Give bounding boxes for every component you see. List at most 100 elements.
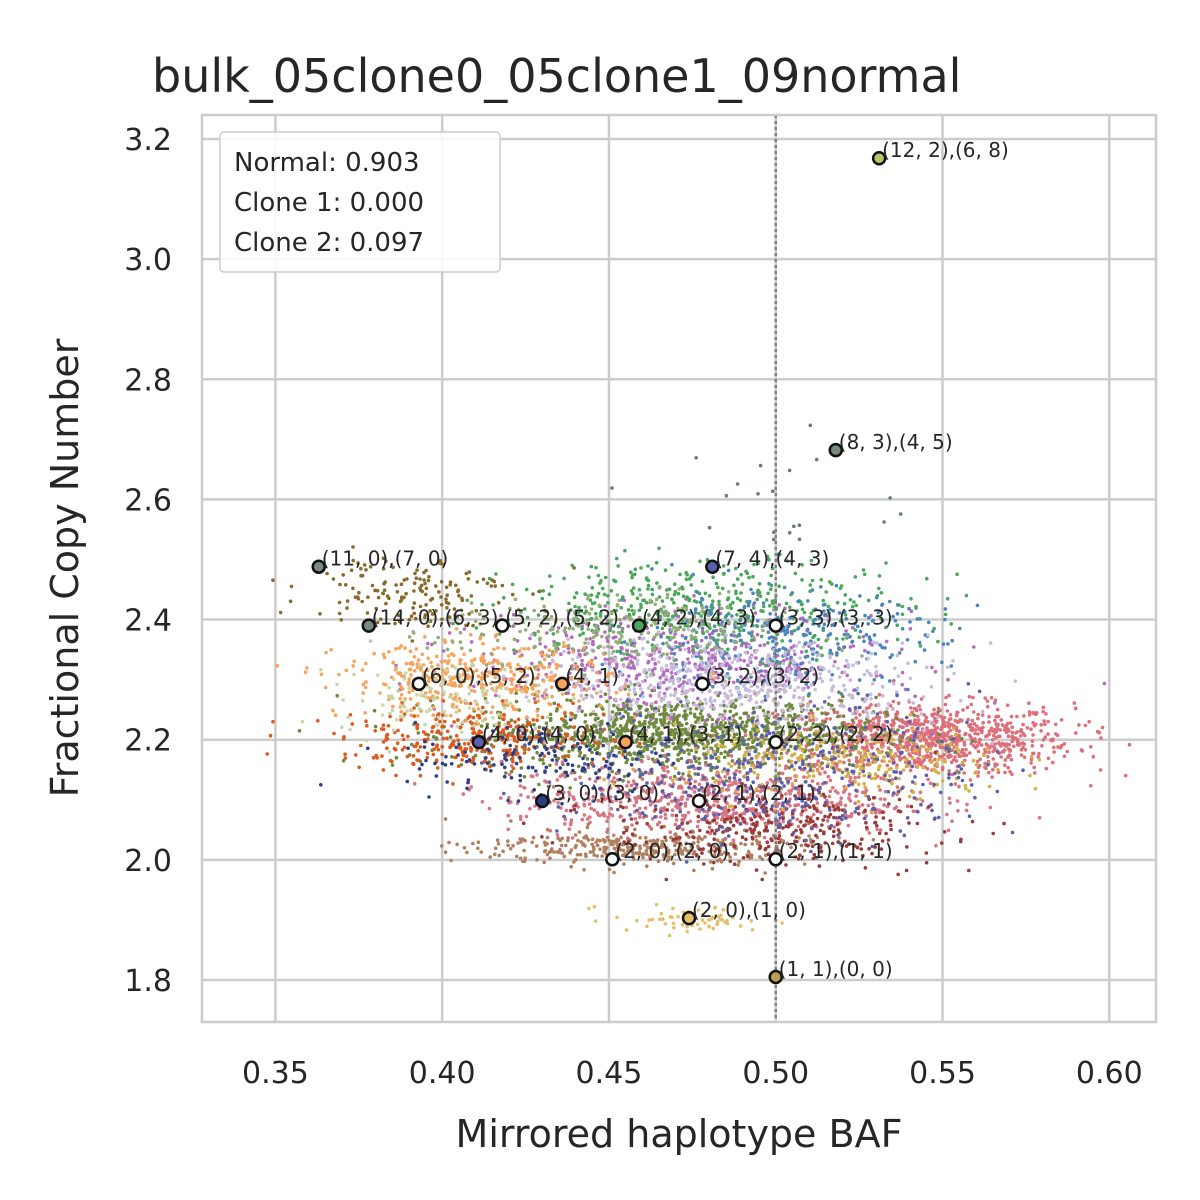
scatter-point xyxy=(885,763,890,768)
scatter-point xyxy=(810,711,815,716)
scatter-point xyxy=(948,801,952,805)
scatter-point xyxy=(807,774,811,778)
scatter-point xyxy=(547,662,552,666)
scatter-point xyxy=(613,635,618,639)
scatter-point xyxy=(830,800,834,805)
scatter-point xyxy=(1059,718,1064,722)
scatter-point xyxy=(814,658,819,662)
scatter-point xyxy=(1003,763,1007,768)
scatter-point xyxy=(869,725,874,730)
scatter-point xyxy=(716,771,721,775)
scatter-point xyxy=(692,676,697,680)
scatter-point xyxy=(426,656,431,661)
scatter-point xyxy=(971,710,976,714)
scatter-point xyxy=(895,653,900,658)
scatter-point xyxy=(803,655,808,659)
scatter-point xyxy=(709,658,714,663)
scatter-point xyxy=(540,596,545,601)
scatter-point xyxy=(697,756,701,761)
scatter-point xyxy=(642,701,646,705)
scatter-point xyxy=(767,751,772,756)
scatter-point xyxy=(693,772,697,776)
scatter-point xyxy=(891,699,896,704)
scatter-point xyxy=(1062,754,1067,759)
scatter-point xyxy=(784,704,788,708)
scatter-point xyxy=(931,728,935,733)
scatter-point xyxy=(789,630,794,634)
scatter-point xyxy=(901,725,905,730)
scatter-point xyxy=(947,693,951,698)
scatter-point xyxy=(629,589,634,593)
scatter-point xyxy=(790,753,794,758)
scatter-point xyxy=(652,746,657,751)
scatter-point xyxy=(707,594,712,598)
scatter-point xyxy=(934,770,939,774)
scatter-point xyxy=(770,711,775,716)
scatter-point xyxy=(680,786,684,790)
scatter-point xyxy=(843,664,848,669)
scatter-point xyxy=(403,646,407,650)
scatter-point xyxy=(619,729,623,733)
scatter-point xyxy=(934,843,938,848)
scatter-point xyxy=(915,734,920,738)
scatter-point xyxy=(914,723,918,727)
scatter-point xyxy=(969,702,974,707)
scatter-point xyxy=(549,584,554,589)
scatter-point xyxy=(711,599,715,603)
scatter-point xyxy=(426,641,430,646)
scatter-point xyxy=(940,765,945,770)
scatter-point xyxy=(826,774,831,779)
scatter-point xyxy=(964,808,969,813)
scatter-point xyxy=(547,648,551,653)
scatter-point xyxy=(672,592,677,597)
scatter-point xyxy=(613,656,617,661)
scatter-point xyxy=(788,714,793,718)
scatter-point xyxy=(659,806,664,811)
scatter-point xyxy=(580,658,584,663)
scatter-point xyxy=(690,654,695,659)
scatter-point xyxy=(912,713,917,718)
scatter-point xyxy=(660,766,665,770)
scatter-point xyxy=(623,548,627,553)
scatter-point xyxy=(646,660,650,665)
scatter-point xyxy=(999,718,1004,722)
scatter-point xyxy=(918,739,923,743)
scatter-point xyxy=(808,718,812,723)
scatter-point xyxy=(393,668,398,672)
scatter-point xyxy=(921,722,926,726)
scatter-point xyxy=(564,808,569,813)
scatter-point xyxy=(738,716,743,720)
scatter-point xyxy=(880,684,885,689)
scatter-point xyxy=(944,695,948,700)
scatter-point xyxy=(481,642,485,646)
scatter-point xyxy=(930,665,934,670)
scatter-point xyxy=(908,627,913,631)
scatter-point xyxy=(406,680,411,685)
scatter-point xyxy=(799,707,804,712)
scatter-point xyxy=(878,750,883,755)
scatter-point xyxy=(598,735,602,739)
scatter-point xyxy=(764,598,769,602)
scatter-point xyxy=(815,801,820,805)
scatter-point xyxy=(1097,730,1101,735)
scatter-point xyxy=(549,685,554,689)
scatter-point xyxy=(701,706,705,710)
scatter-point xyxy=(606,815,610,820)
scatter-point xyxy=(674,818,679,822)
scatter-point xyxy=(769,587,773,591)
scatter-point xyxy=(524,814,529,819)
scatter-point xyxy=(953,755,957,759)
scatter-point xyxy=(1034,712,1038,716)
scatter-point xyxy=(777,688,781,692)
scatter-point xyxy=(434,737,439,741)
scatter-point xyxy=(922,728,926,733)
scatter-point xyxy=(891,758,896,762)
scatter-point xyxy=(856,750,861,754)
scatter-point xyxy=(953,750,958,755)
scatter-point xyxy=(646,564,650,568)
scatter-point xyxy=(654,560,659,565)
scatter-point xyxy=(698,600,703,604)
scatter-point xyxy=(723,658,728,663)
scatter-point xyxy=(687,650,691,654)
scatter-point xyxy=(842,645,847,649)
